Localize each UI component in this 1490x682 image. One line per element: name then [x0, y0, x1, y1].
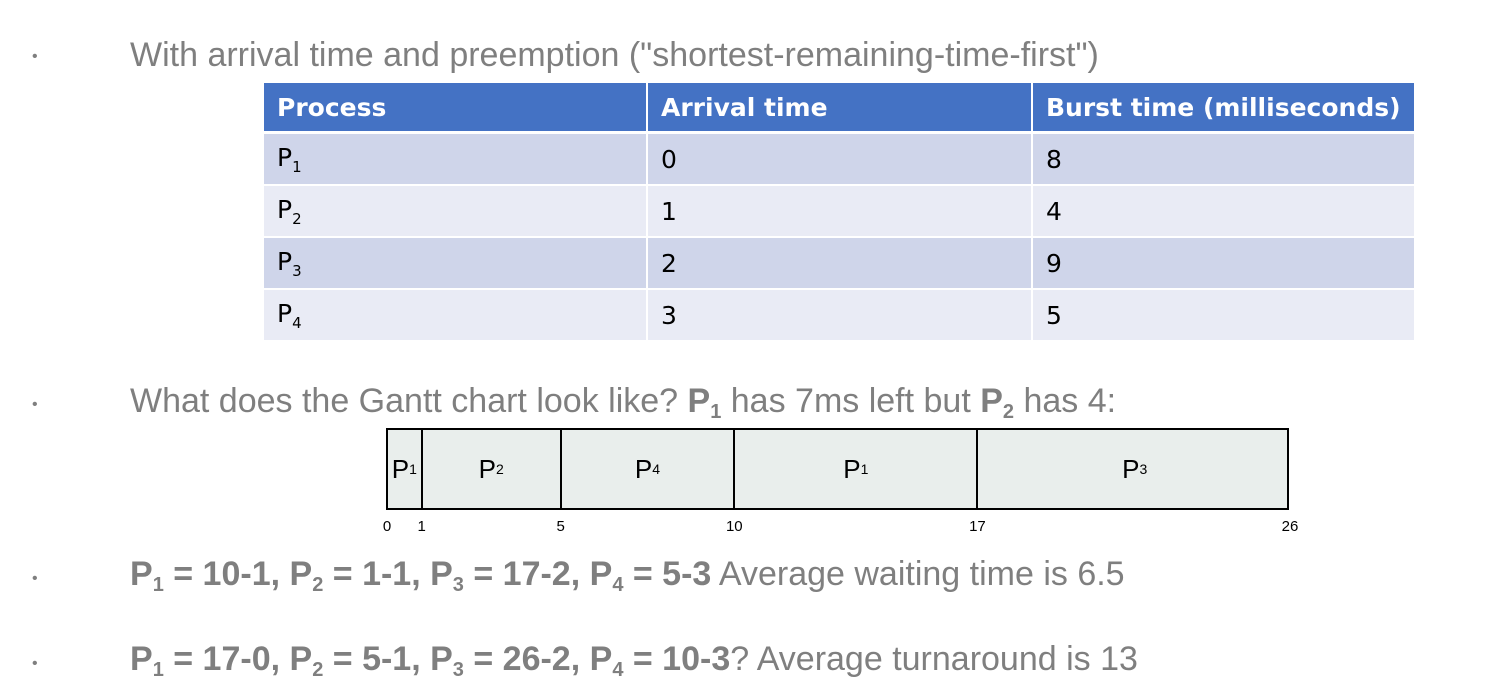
formula-terms: P1 = 17-0, P2 = 5-1, P3 = 26-2, P4 = 10-…	[130, 640, 731, 681]
table-row: P3 2 9	[264, 236, 1414, 289]
gantt-tick-label: 0	[382, 518, 392, 535]
process-cell: P3	[264, 236, 648, 289]
bullet-gantt-question: What does the Gantt chart look like? P1 …	[130, 382, 1117, 423]
bullet-heading: With arrival time and preemption ("short…	[130, 36, 1099, 74]
formula-terms: P1 = 10-1, P2 = 1-1, P3 = 17-2, P4 = 5-3	[130, 555, 712, 596]
table-row: P4 3 5	[264, 288, 1414, 340]
process-cell: P4	[264, 288, 648, 340]
gantt-tick-label: 1	[417, 518, 426, 535]
burst-cell: 5	[1032, 288, 1414, 340]
waiting-time-line: P1 = 10-1, P2 = 1-1, P3 = 17-2, P4 = 5-3…	[130, 555, 1125, 596]
bullet-dot: •	[32, 655, 38, 672]
table-row: P2 1 4	[264, 184, 1414, 237]
bullet-dot: •	[32, 570, 38, 587]
arrival-cell: 0	[647, 131, 1033, 185]
table-row: P1 0 8	[264, 131, 1414, 185]
arrival-cell: 3	[647, 288, 1033, 340]
header-burst: Burst time (milliseconds)	[1032, 83, 1414, 134]
process-table: Process Arrival time Burst time (millise…	[264, 83, 1414, 340]
bullet-dot: •	[32, 396, 38, 413]
burst-cell: 4	[1032, 184, 1414, 237]
arrival-cell: 2	[647, 236, 1033, 289]
gantt-tick-label: 17	[969, 518, 986, 535]
header-arrival: Arrival time	[647, 83, 1033, 134]
process-ref: P2	[980, 382, 1015, 423]
process-ref: P1	[687, 382, 722, 423]
gantt-tick-label: 5	[556, 518, 565, 535]
header-process: Process	[264, 83, 648, 134]
arrival-cell: 1	[647, 184, 1033, 237]
table-header-row: Process Arrival time Burst time (millise…	[264, 83, 1414, 134]
bullet-dot: •	[32, 48, 38, 65]
gantt-tick-label: 10	[725, 518, 743, 535]
process-cell: P2	[264, 184, 648, 237]
turnaround-line: P1 = 17-0, P2 = 5-1, P3 = 26-2, P4 = 10-…	[130, 640, 1138, 681]
gantt-tick-label: 26	[1281, 518, 1299, 535]
process-cell: P1	[264, 131, 648, 185]
burst-cell: 8	[1032, 131, 1414, 185]
burst-cell: 9	[1032, 236, 1414, 289]
